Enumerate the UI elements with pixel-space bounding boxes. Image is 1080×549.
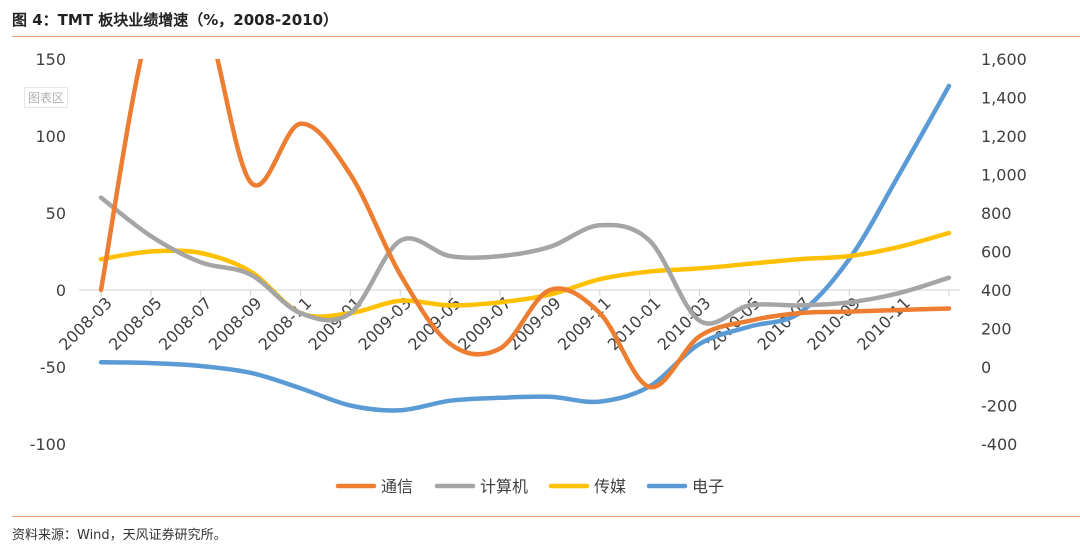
y-right-tick-label: 1,400 <box>981 89 1027 108</box>
y-right-tick-label: 0 <box>981 358 991 377</box>
legend-label: 通信 <box>381 477 413 496</box>
series-line-4 <box>98 83 952 413</box>
y-right-tick-label: 400 <box>981 281 1012 300</box>
series-lines <box>98 59 952 413</box>
y-right-tick-label: -200 <box>981 397 1017 416</box>
x-tick-label: 2008-05 <box>105 293 166 354</box>
y-left-tick-label: 50 <box>46 204 66 223</box>
left-axis: -100 -50 0 50 100 150 <box>30 50 66 454</box>
y-right-tick-label: 800 <box>981 204 1012 223</box>
header-rule <box>12 36 1080 37</box>
legend-label: 计算机 <box>480 477 528 496</box>
y-right-tick-label: 1,000 <box>981 166 1027 185</box>
y-right-tick-label: 1,600 <box>981 50 1027 69</box>
y-right-tick-label: -400 <box>981 435 1017 454</box>
series-line-1 <box>98 59 952 390</box>
legend-label: 传媒 <box>594 477 626 496</box>
x-tick-label: 2008-03 <box>55 293 116 354</box>
right-axis: -400 -200 0 200 400 600 800 1,000 1,200 1,400 1,60… <box>981 50 1027 454</box>
source-note: 资料来源：Wind，天风证券研究所。 <box>12 528 227 543</box>
legend-label: 电子 <box>692 477 724 496</box>
y-right-tick-label: 200 <box>981 320 1012 339</box>
series-line-3 <box>98 230 952 319</box>
x-tick-label: 2009-01 <box>305 293 366 354</box>
y-left-tick-label: 150 <box>35 50 66 69</box>
x-tick-label: 2008-09 <box>205 293 266 354</box>
y-left-tick-label: 100 <box>35 127 66 146</box>
x-tick-label: 2010-01 <box>604 293 665 354</box>
chart-title: 图 4：TMT 板块业绩增速（%，2008-2010） <box>12 11 339 29</box>
footer-rule <box>12 516 1080 517</box>
series-line-2 <box>98 195 952 326</box>
plot-area-label: 图表区 <box>24 87 69 108</box>
y-left-tick-label: 0 <box>56 281 66 300</box>
y-left-tick-label: -50 <box>40 358 66 377</box>
line-chart: -100 -50 0 50 100 150 -400 -200 0 200 400 600 800 1,… <box>30 50 1027 496</box>
legend: 通信 计算机 传媒 电子 <box>335 477 724 496</box>
y-right-tick-label: 1,200 <box>981 127 1027 146</box>
y-left-tick-label: -100 <box>30 435 66 454</box>
y-right-tick-label: 600 <box>981 243 1012 262</box>
x-tick-label: 2008-07 <box>155 293 216 354</box>
